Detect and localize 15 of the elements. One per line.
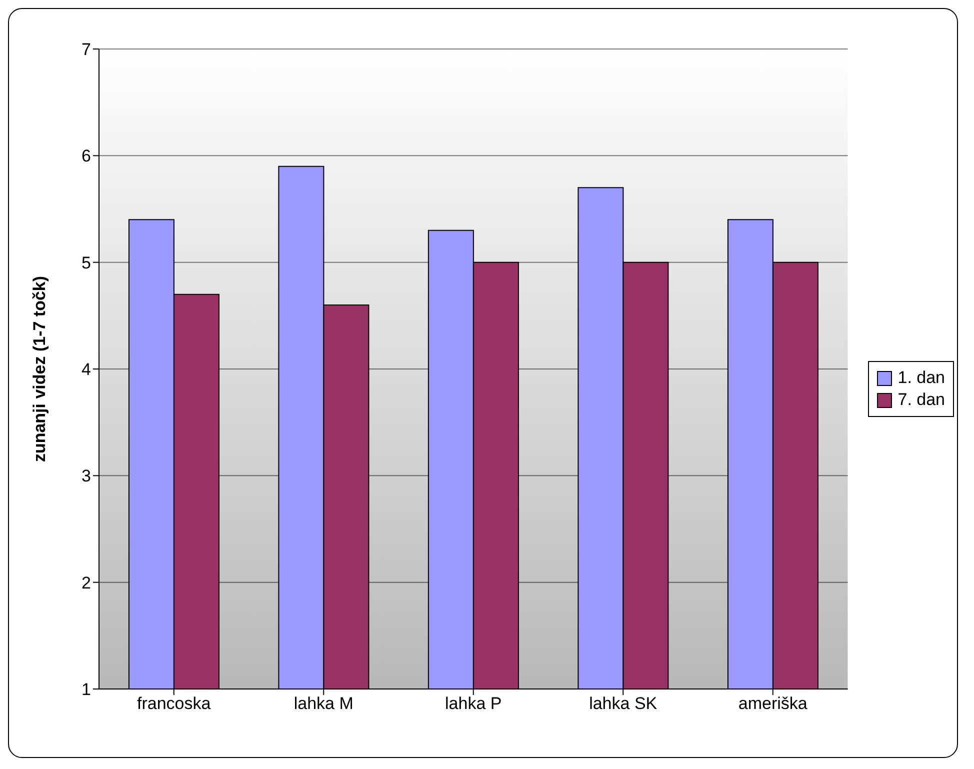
x-tick-label: lahka SK: [589, 694, 658, 714]
y-tick-label: 7: [82, 40, 91, 60]
y-tick-label: 5: [82, 253, 91, 272]
y-tick-label: 3: [82, 466, 91, 486]
y-axis-title: zunanji videz (1-7 točk): [30, 276, 50, 462]
y-tick-label: 1: [82, 680, 91, 700]
y-tick-label: 6: [82, 146, 91, 166]
legend-label: 7. dan: [898, 390, 945, 410]
x-tick-label: ameriška: [738, 694, 808, 714]
x-tick-label: francoska: [137, 694, 212, 714]
legend-label: 1. dan: [898, 368, 945, 388]
y-tick-label: 4: [82, 360, 91, 380]
x-tick-label: lahka M: [294, 694, 354, 714]
y-tick-label: 2: [82, 573, 91, 592]
x-tick-label: lahka P: [445, 694, 502, 714]
